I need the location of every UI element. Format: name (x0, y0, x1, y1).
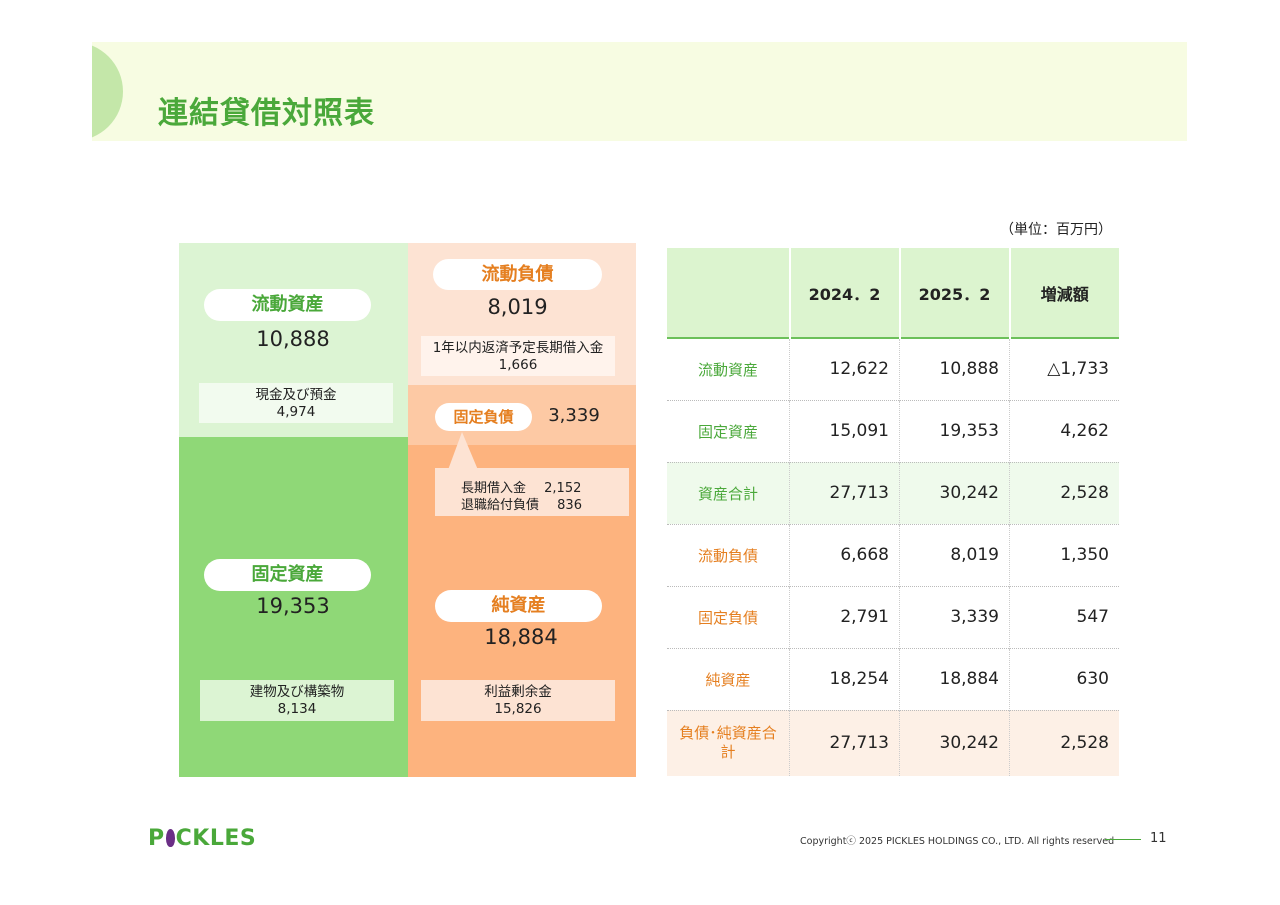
row-label: 流動資産 (667, 338, 790, 400)
fixed-liabilities-label: 固定負債 (435, 403, 532, 431)
fixed-assets-value: 19,353 (256, 594, 330, 618)
value-2025: 19,353 (899, 400, 1010, 462)
buildings-label: 建物及び構築物 (249, 684, 345, 700)
table-row: 負債･純資産合計 27,713 30,242 2,528 (667, 710, 1119, 776)
value-2025: 30,242 (899, 710, 1010, 776)
retained-earnings-value: 15,826 (494, 701, 542, 717)
eggplant-icon (165, 829, 175, 847)
retirement-liability-line: 退職給付負債 836 (435, 497, 629, 514)
value-diff: 547 (1076, 607, 1109, 627)
long-term-items-box: 長期借入金 2,152 退職給付負債 836 (435, 468, 629, 516)
fixed-assets-label: 固定資産 (204, 559, 371, 591)
value-2025: 8,019 (899, 524, 1010, 586)
callout-pointer (448, 432, 478, 470)
buildings-value: 8,134 (277, 701, 317, 717)
table-row: 固定資産 15,091 19,353 4,262 (667, 400, 1119, 462)
row-label: 負債･純資産合計 (667, 710, 790, 776)
value-diff: 2,528 (1060, 733, 1109, 754)
retained-earnings-label: 利益剰余金 (484, 684, 552, 700)
unit-label: （単位：百万円） (1000, 222, 1112, 238)
current-assets-value: 10,888 (256, 327, 330, 351)
table-row: 純資産 18,254 18,884 630 (667, 648, 1119, 710)
row-label: 固定資産 (667, 400, 790, 462)
row-label: 流動負債 (667, 524, 790, 586)
value-2024: 12,622 (789, 338, 900, 400)
logo-text-left: P (148, 826, 165, 851)
cash-deposits-value: 4,974 (276, 404, 316, 420)
value-2025: 30,242 (899, 462, 1010, 524)
short-term-loans-value: 1,666 (498, 357, 538, 373)
page-number: 11 (1150, 831, 1167, 846)
row-label: 資産合計 (667, 462, 790, 524)
current-liabilities-value: 8,019 (487, 295, 548, 319)
table-row: 固定負債 2,791 3,339 547 (667, 586, 1119, 648)
row-label: 固定負債 (667, 586, 790, 648)
table-row: 流動資産 12,622 10,888 △1,733 (667, 338, 1119, 400)
fixed-liabilities-value: 3,339 (548, 405, 600, 426)
table-header-row: 2024．2 2025．2 増減額 (667, 248, 1119, 338)
retirement-liability-value: 836 (557, 498, 582, 513)
table-row: 資産合計 27,713 30,242 2,528 (667, 462, 1119, 524)
value-2025: 10,888 (899, 338, 1010, 400)
table-header-2024: 2024．2 (789, 248, 901, 338)
pickles-logo: P CKLES (148, 826, 256, 851)
header-accent-shape (92, 42, 123, 141)
retained-earnings-box: 利益剰余金 15,826 (421, 680, 615, 721)
long-term-loans-line: 長期借入金 2,152 (435, 468, 629, 497)
value-diff: 2,528 (1060, 483, 1109, 503)
long-term-loans-label: 長期借入金 (461, 481, 527, 496)
long-term-loans-value: 2,152 (544, 481, 582, 496)
value-2024: 2,791 (789, 586, 900, 648)
current-assets-label: 流動資産 (204, 289, 371, 321)
short-term-loans-box: 1年以内返済予定長期借入金 1,666 (421, 336, 615, 376)
value-2024: 27,713 (789, 710, 900, 776)
table-header-blank (667, 248, 791, 338)
net-assets-value: 18,884 (484, 625, 558, 649)
page-header: 連結貸借対照表 (92, 42, 1187, 141)
row-label: 純資産 (667, 648, 790, 710)
value-2025: 18,884 (899, 648, 1010, 710)
balance-sheet-table: 2024．2 2025．2 増減額 流動資産 12,622 10,888 △1,733… (667, 248, 1119, 776)
value-2024: 6,668 (789, 524, 900, 586)
page-title: 連結貸借対照表 (158, 96, 375, 131)
value-diff: △1,733 (1047, 359, 1109, 380)
value-diff: 4,262 (1060, 421, 1109, 441)
buildings-box: 建物及び構築物 8,134 (200, 680, 394, 721)
value-2024: 27,713 (789, 462, 900, 524)
retirement-liability-label: 退職給付負債 (461, 498, 540, 513)
value-2024: 18,254 (789, 648, 900, 710)
value-2024: 15,091 (789, 400, 900, 462)
value-diff: 1,350 (1060, 545, 1109, 565)
cash-deposits-label: 現金及び預金 (255, 387, 337, 403)
table-header-2025: 2025．2 (899, 248, 1011, 338)
value-2025: 3,339 (899, 586, 1010, 648)
value-diff: 630 (1076, 669, 1109, 689)
net-assets-label: 純資産 (435, 590, 602, 622)
table-header-diff: 増減額 (1009, 248, 1119, 338)
copyright-divider (1105, 839, 1141, 840)
current-liabilities-label: 流動負債 (433, 259, 602, 290)
table-row: 流動負債 6,668 8,019 1,350 (667, 524, 1119, 586)
cash-deposits-box: 現金及び預金 4,974 (199, 383, 393, 423)
logo-text-right: CKLES (175, 826, 257, 851)
short-term-loans-label: 1年以内返済予定長期借入金 (432, 340, 604, 356)
copyright-text: Copyrightⓒ 2025 PICKLES HOLDINGS CO., LT… (800, 836, 1115, 847)
